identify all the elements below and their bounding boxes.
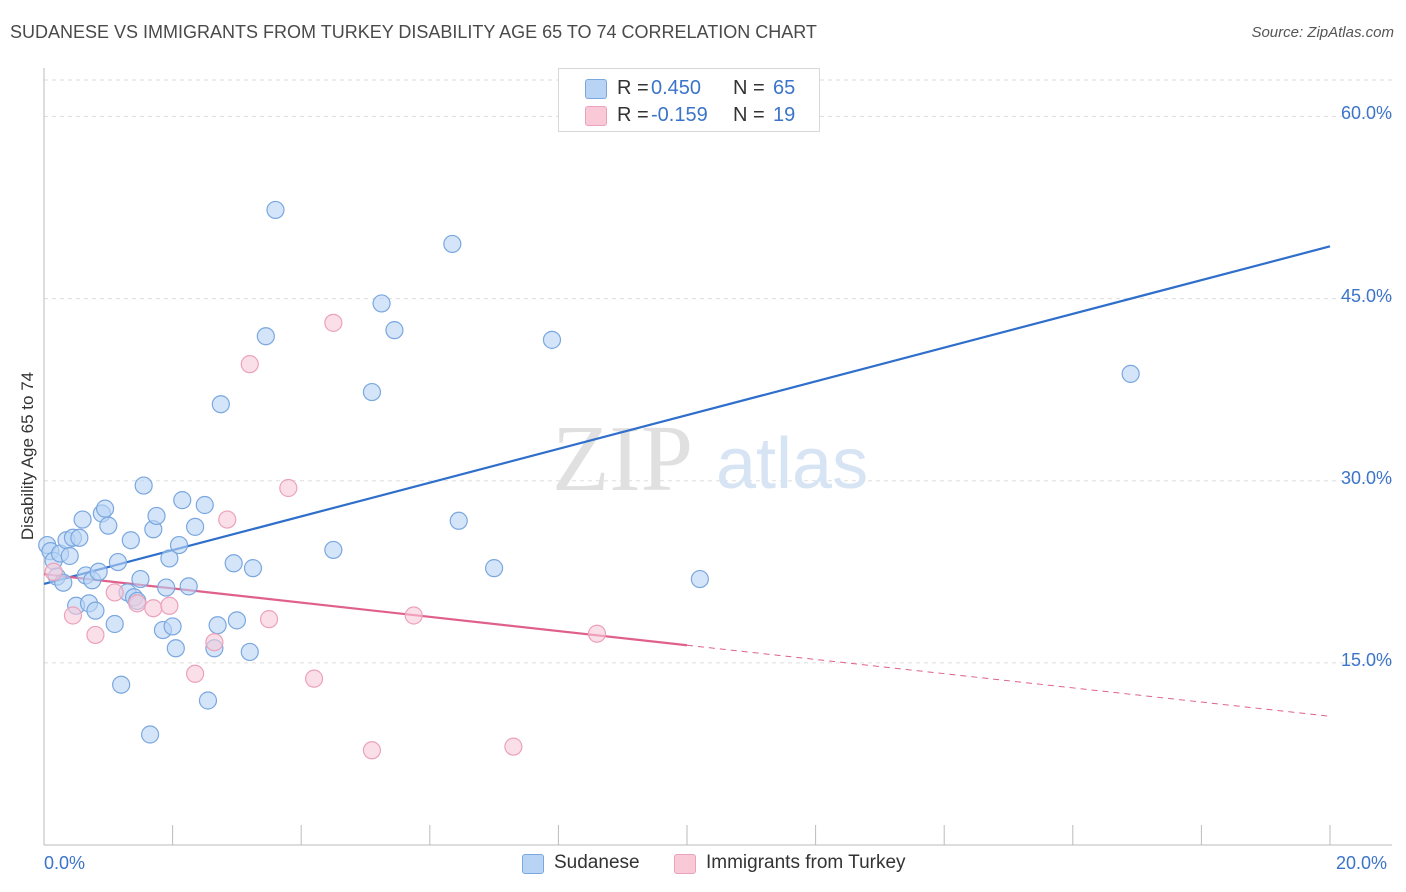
- legend-r-value: -0.159: [651, 104, 708, 126]
- point-turkey: [105, 583, 124, 602]
- series-legend: Sudanese Immigrants from Turkey: [520, 850, 940, 878]
- y-tick-label: 15.0%: [1340, 649, 1392, 670]
- legend-label-sudanese: Sudanese: [554, 852, 640, 873]
- point-turkey: [324, 313, 343, 332]
- point-sudanese: [89, 562, 108, 581]
- point-sudanese: [108, 552, 128, 572]
- point-sudanese: [173, 491, 192, 510]
- legend-swatch-blue: [585, 79, 607, 99]
- point-sudanese: [208, 616, 227, 635]
- trend-line-turkey: [43, 573, 688, 647]
- correlation-legend: R = 0.450 N = 65 R = -0.159 N = 19: [558, 68, 820, 132]
- data-points: [38, 200, 1140, 760]
- point-turkey: [587, 624, 607, 643]
- point-sudanese: [266, 200, 285, 220]
- legend-n-label: N =: [733, 104, 765, 126]
- point-sudanese: [372, 294, 391, 313]
- point-turkey: [259, 610, 279, 629]
- point-sudanese: [157, 578, 176, 597]
- trend-lines: [43, 245, 1331, 717]
- trend-line-turkey-extrapolated: [686, 644, 1331, 717]
- point-turkey: [144, 599, 163, 618]
- point-sudanese: [112, 675, 131, 694]
- point-sudanese: [166, 639, 185, 658]
- legend-swatch-pink: [585, 106, 607, 126]
- point-sudanese: [227, 611, 246, 630]
- point-sudanese: [690, 569, 709, 589]
- y-axis-label: Disability Age 65 to 74: [18, 371, 37, 541]
- point-sudanese: [198, 691, 218, 710]
- point-sudanese: [186, 517, 205, 536]
- point-sudanese: [134, 476, 153, 495]
- y-tick-label: 30.0%: [1340, 467, 1392, 488]
- point-sudanese: [1121, 364, 1140, 383]
- point-sudanese: [195, 495, 214, 515]
- point-sudanese: [385, 321, 404, 340]
- point-sudanese: [243, 559, 263, 578]
- legend-r-value: 0.450: [651, 77, 702, 99]
- legend-n-value: 19: [773, 104, 796, 126]
- legend-n-label: N =: [733, 77, 765, 99]
- legend-label-turkey: Immigrants from Turkey: [706, 852, 906, 873]
- x-tick-label-max: 20.0%: [1336, 853, 1388, 873]
- legend-n-value: 65: [773, 77, 796, 99]
- point-sudanese: [95, 499, 115, 518]
- watermark-atlas: atlas: [716, 424, 868, 504]
- point-sudanese: [179, 577, 198, 596]
- axes: [43, 68, 1392, 846]
- watermark-zip: ZIP: [552, 407, 693, 511]
- point-turkey: [218, 510, 237, 529]
- point-sudanese: [240, 642, 259, 662]
- point-sudanese: [485, 559, 504, 578]
- point-sudanese: [140, 725, 160, 744]
- point-sudanese: [224, 554, 243, 573]
- point-turkey: [205, 633, 224, 652]
- point-turkey: [304, 669, 324, 688]
- point-sudanese: [169, 535, 189, 555]
- legend-swatch-sudanese: [522, 854, 544, 874]
- legend-r-label: R =: [617, 77, 649, 99]
- point-sudanese: [70, 528, 89, 547]
- point-sudanese: [147, 506, 166, 526]
- source-label: Source: ZipAtlas.com: [1251, 24, 1394, 41]
- point-turkey: [404, 606, 423, 625]
- trend-line-sudanese: [43, 245, 1331, 585]
- point-turkey: [186, 664, 205, 683]
- point-sudanese: [256, 327, 275, 346]
- point-turkey: [63, 606, 83, 625]
- point-sudanese: [160, 549, 179, 568]
- point-turkey: [128, 594, 147, 613]
- point-sudanese: [542, 330, 562, 349]
- point-sudanese: [60, 546, 79, 566]
- point-turkey: [44, 562, 63, 581]
- point-sudanese: [99, 516, 118, 535]
- legend-swatch-turkey: [674, 854, 696, 874]
- x-tick-label-min: 0.0%: [44, 853, 86, 873]
- point-turkey: [240, 355, 259, 374]
- legend-r-label: R =: [617, 104, 649, 126]
- point-turkey: [362, 741, 382, 760]
- point-sudanese: [73, 510, 92, 529]
- point-sudanese: [324, 540, 343, 560]
- point-sudanese: [362, 382, 382, 402]
- point-sudanese: [443, 234, 462, 254]
- point-sudanese: [211, 395, 230, 414]
- point-turkey: [160, 596, 179, 615]
- point-turkey: [504, 737, 523, 756]
- chart-title: SUDANESE VS IMMIGRANTS FROM TURKEY DISAB…: [10, 22, 817, 42]
- point-sudanese: [163, 617, 182, 636]
- point-sudanese: [449, 511, 468, 530]
- y-tick-label: 45.0%: [1340, 285, 1392, 306]
- y-tick-label: 60.0%: [1340, 103, 1392, 124]
- point-turkey: [279, 478, 298, 498]
- point-sudanese: [121, 531, 140, 550]
- point-sudanese: [105, 614, 124, 634]
- point-sudanese: [131, 569, 150, 589]
- point-sudanese: [86, 601, 105, 620]
- point-turkey: [86, 625, 105, 645]
